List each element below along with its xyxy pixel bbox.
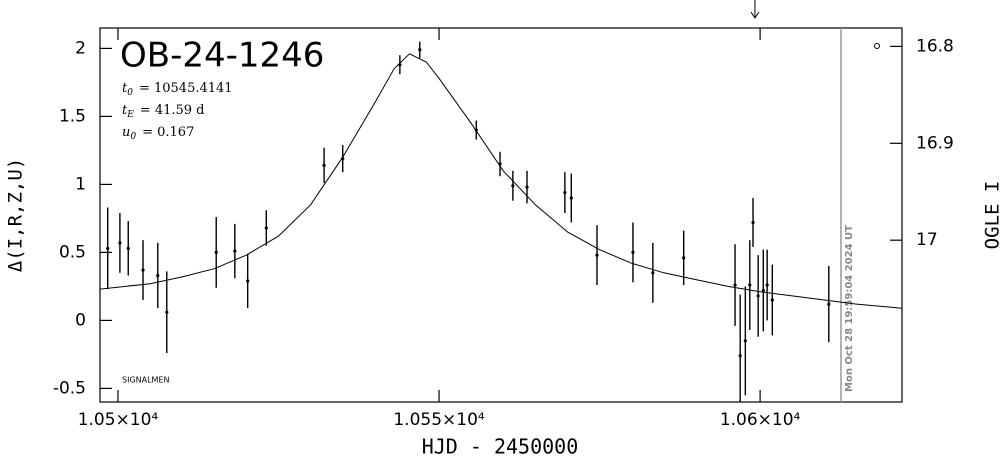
param: tE = 41.59 d	[122, 103, 205, 120]
data-point	[525, 185, 529, 189]
data-point	[631, 250, 635, 254]
data-point	[827, 302, 831, 306]
data-point	[246, 279, 250, 283]
y-tick-label: 1	[75, 174, 86, 194]
data-point	[322, 163, 326, 167]
y-tick-label: 2	[75, 38, 86, 58]
data-point	[214, 250, 218, 254]
marker-icon	[874, 43, 880, 49]
data-point	[756, 294, 760, 298]
param-symbol: t	[122, 81, 128, 96]
data-point	[738, 354, 742, 358]
data-point	[651, 271, 655, 275]
data-point	[165, 310, 169, 314]
y-tick-label: 0.5	[59, 242, 86, 262]
data-point	[761, 288, 765, 293]
data-point	[511, 184, 515, 188]
y2-axis-label: OGLE I	[982, 181, 1004, 250]
x-tick-label: 1.06×10⁴	[720, 410, 801, 430]
data-point	[126, 246, 130, 250]
arrow-head	[750, 11, 760, 19]
data-point	[569, 196, 573, 200]
data-point	[748, 283, 752, 287]
credit: SIGNALMEN	[122, 376, 170, 385]
param: t0 = 10545.4141	[122, 81, 233, 98]
data-point	[118, 241, 122, 245]
data-point	[770, 298, 774, 302]
x-tick-label: 1.05×10⁴	[78, 410, 159, 430]
param-value: = 41.59 d	[140, 103, 205, 118]
data-point	[498, 162, 502, 166]
y2-tick-label: 16.8	[916, 36, 954, 56]
chart-title: OB-24-1246	[120, 36, 324, 76]
data-point	[398, 63, 402, 67]
y-tick-label: 1.5	[59, 106, 86, 126]
data-point	[474, 128, 478, 132]
x-axis-label: HJD - 2450000	[422, 435, 579, 459]
data-point	[106, 246, 110, 250]
param-subscript: 0	[127, 88, 133, 98]
y-tick-label: 0	[75, 310, 86, 330]
param: u0 = 0.167	[122, 125, 194, 142]
data-point	[141, 268, 145, 272]
param-subscript: E	[126, 110, 134, 120]
data-point	[595, 253, 599, 257]
y-tick-label: -0.5	[53, 378, 86, 398]
data-point	[233, 249, 237, 253]
data-point	[682, 256, 686, 260]
data-point	[751, 220, 755, 225]
data-point	[156, 273, 160, 278]
data-point	[341, 156, 345, 161]
param-value: = 10545.4141	[139, 81, 233, 96]
data-point	[733, 283, 737, 287]
data-point	[765, 283, 769, 287]
plot-frame	[99, 27, 903, 403]
points	[106, 41, 831, 402]
y2-tick-label: 17	[916, 230, 938, 250]
x-tick-label: 1.055×10⁴	[393, 410, 485, 430]
param-subscript: 0	[130, 132, 136, 142]
param-symbol: t	[122, 103, 128, 118]
data-point	[264, 226, 268, 230]
timestamp: Mon Oct 28 19:59:04 2024 UT	[844, 225, 855, 392]
data-point	[563, 190, 567, 195]
data-point	[743, 339, 747, 343]
y2-tick-label: 16.9	[916, 133, 954, 153]
data-point	[418, 48, 422, 52]
y-axis-label: Δ(I,R,Z,U)	[5, 158, 27, 272]
param-symbol: u	[122, 125, 130, 140]
param-value: = 0.167	[142, 125, 194, 140]
